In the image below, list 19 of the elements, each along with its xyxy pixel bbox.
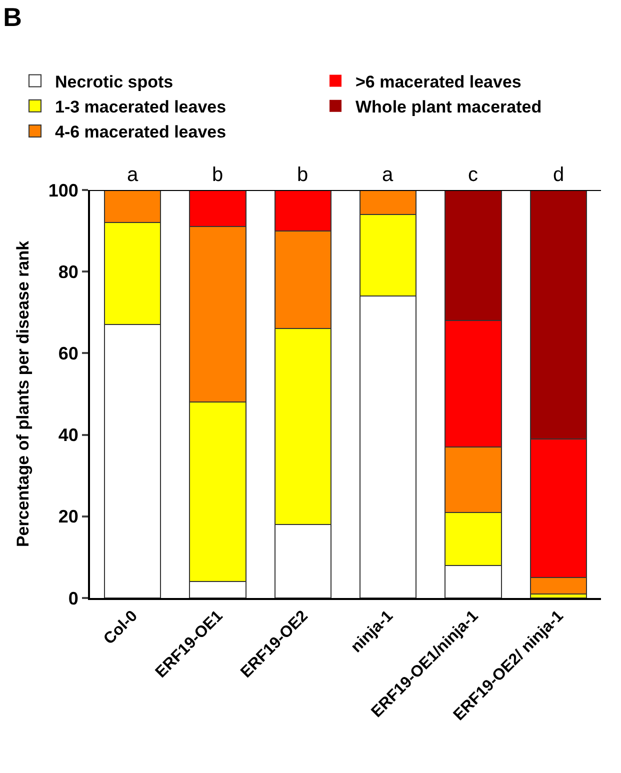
annotation: c xyxy=(468,164,478,186)
legend-label: >6 macerated leaves xyxy=(356,72,522,92)
y-tick-label: 0 xyxy=(68,588,78,608)
y-tick-label: 80 xyxy=(58,262,78,282)
legend-label: 1-3 macerated leaves xyxy=(55,97,226,116)
legend-label: 4-6 macerated leaves xyxy=(55,122,226,142)
annotation: a xyxy=(382,164,394,186)
y-axis-title: Percentage of plants per disease rank xyxy=(13,240,32,548)
y-tick-label: 20 xyxy=(58,506,78,527)
legend-label: Necrotic spots xyxy=(55,72,174,92)
annotation: a xyxy=(127,164,139,186)
y-tick-label: 100 xyxy=(48,180,78,200)
y-tick-label: 60 xyxy=(58,344,78,364)
annotation: b xyxy=(297,164,308,186)
annotation: d xyxy=(553,164,564,186)
chart-title: B xyxy=(3,2,22,32)
legend-label: Whole plant macerated xyxy=(356,97,542,116)
annotation: b xyxy=(212,164,224,186)
y-tick-label: 40 xyxy=(58,425,78,446)
